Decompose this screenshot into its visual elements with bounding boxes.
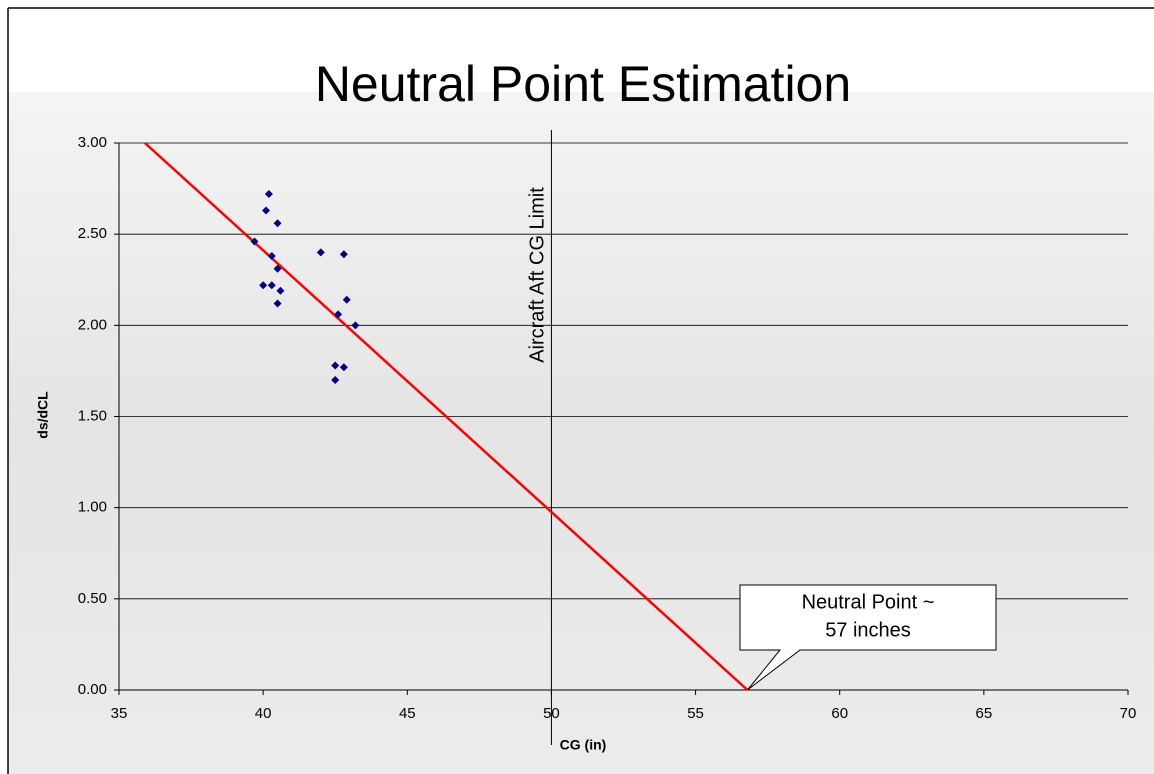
background [8, 92, 1154, 774]
y-tick-label: 0.50 [78, 590, 107, 607]
data-point [316, 248, 325, 257]
data-point [276, 286, 285, 295]
callout-box [739, 584, 997, 691]
fit-line [144, 142, 749, 691]
y-tick-label: 1.50 [78, 407, 107, 424]
data-point [259, 281, 268, 290]
data-point [273, 264, 282, 273]
callout-text: Neutral Point ~ [802, 591, 935, 613]
data-point [273, 299, 282, 308]
data-point [267, 252, 276, 261]
callout-text: 57 inches [825, 619, 911, 641]
y-tick-label: 2.00 [78, 316, 107, 333]
x-tick-label: 70 [1120, 705, 1137, 722]
x-tick-label: 45 [399, 705, 416, 722]
x-tick-label: 65 [976, 705, 993, 722]
y-tick-label: 1.00 [78, 499, 107, 516]
y-tick-label: 0.00 [78, 681, 107, 698]
y-tick-label: 3.00 [78, 134, 107, 151]
data-point [262, 206, 271, 215]
data-point [339, 250, 348, 259]
data-point [342, 295, 351, 304]
data-point [273, 219, 282, 228]
y-tick-label: 2.50 [78, 225, 107, 242]
x-tick-label: 55 [687, 705, 704, 722]
data-point [339, 363, 348, 372]
x-tick-label: 40 [255, 705, 272, 722]
x-axis-title: CG (in) [560, 737, 607, 753]
data-point [264, 190, 273, 199]
y-axis-title: ds/dCL [35, 391, 51, 439]
x-tick-label: 35 [111, 705, 128, 722]
data-point [267, 281, 276, 290]
data-point [331, 361, 340, 370]
cg-limit-label: Aircraft Aft CG Limit [526, 187, 548, 363]
x-tick-label: 60 [831, 705, 848, 722]
data-point [250, 237, 259, 246]
data-point [331, 376, 340, 385]
data-point [334, 310, 343, 319]
data-point [351, 321, 360, 330]
chart-title: Neutral Point Estimation [315, 56, 851, 112]
